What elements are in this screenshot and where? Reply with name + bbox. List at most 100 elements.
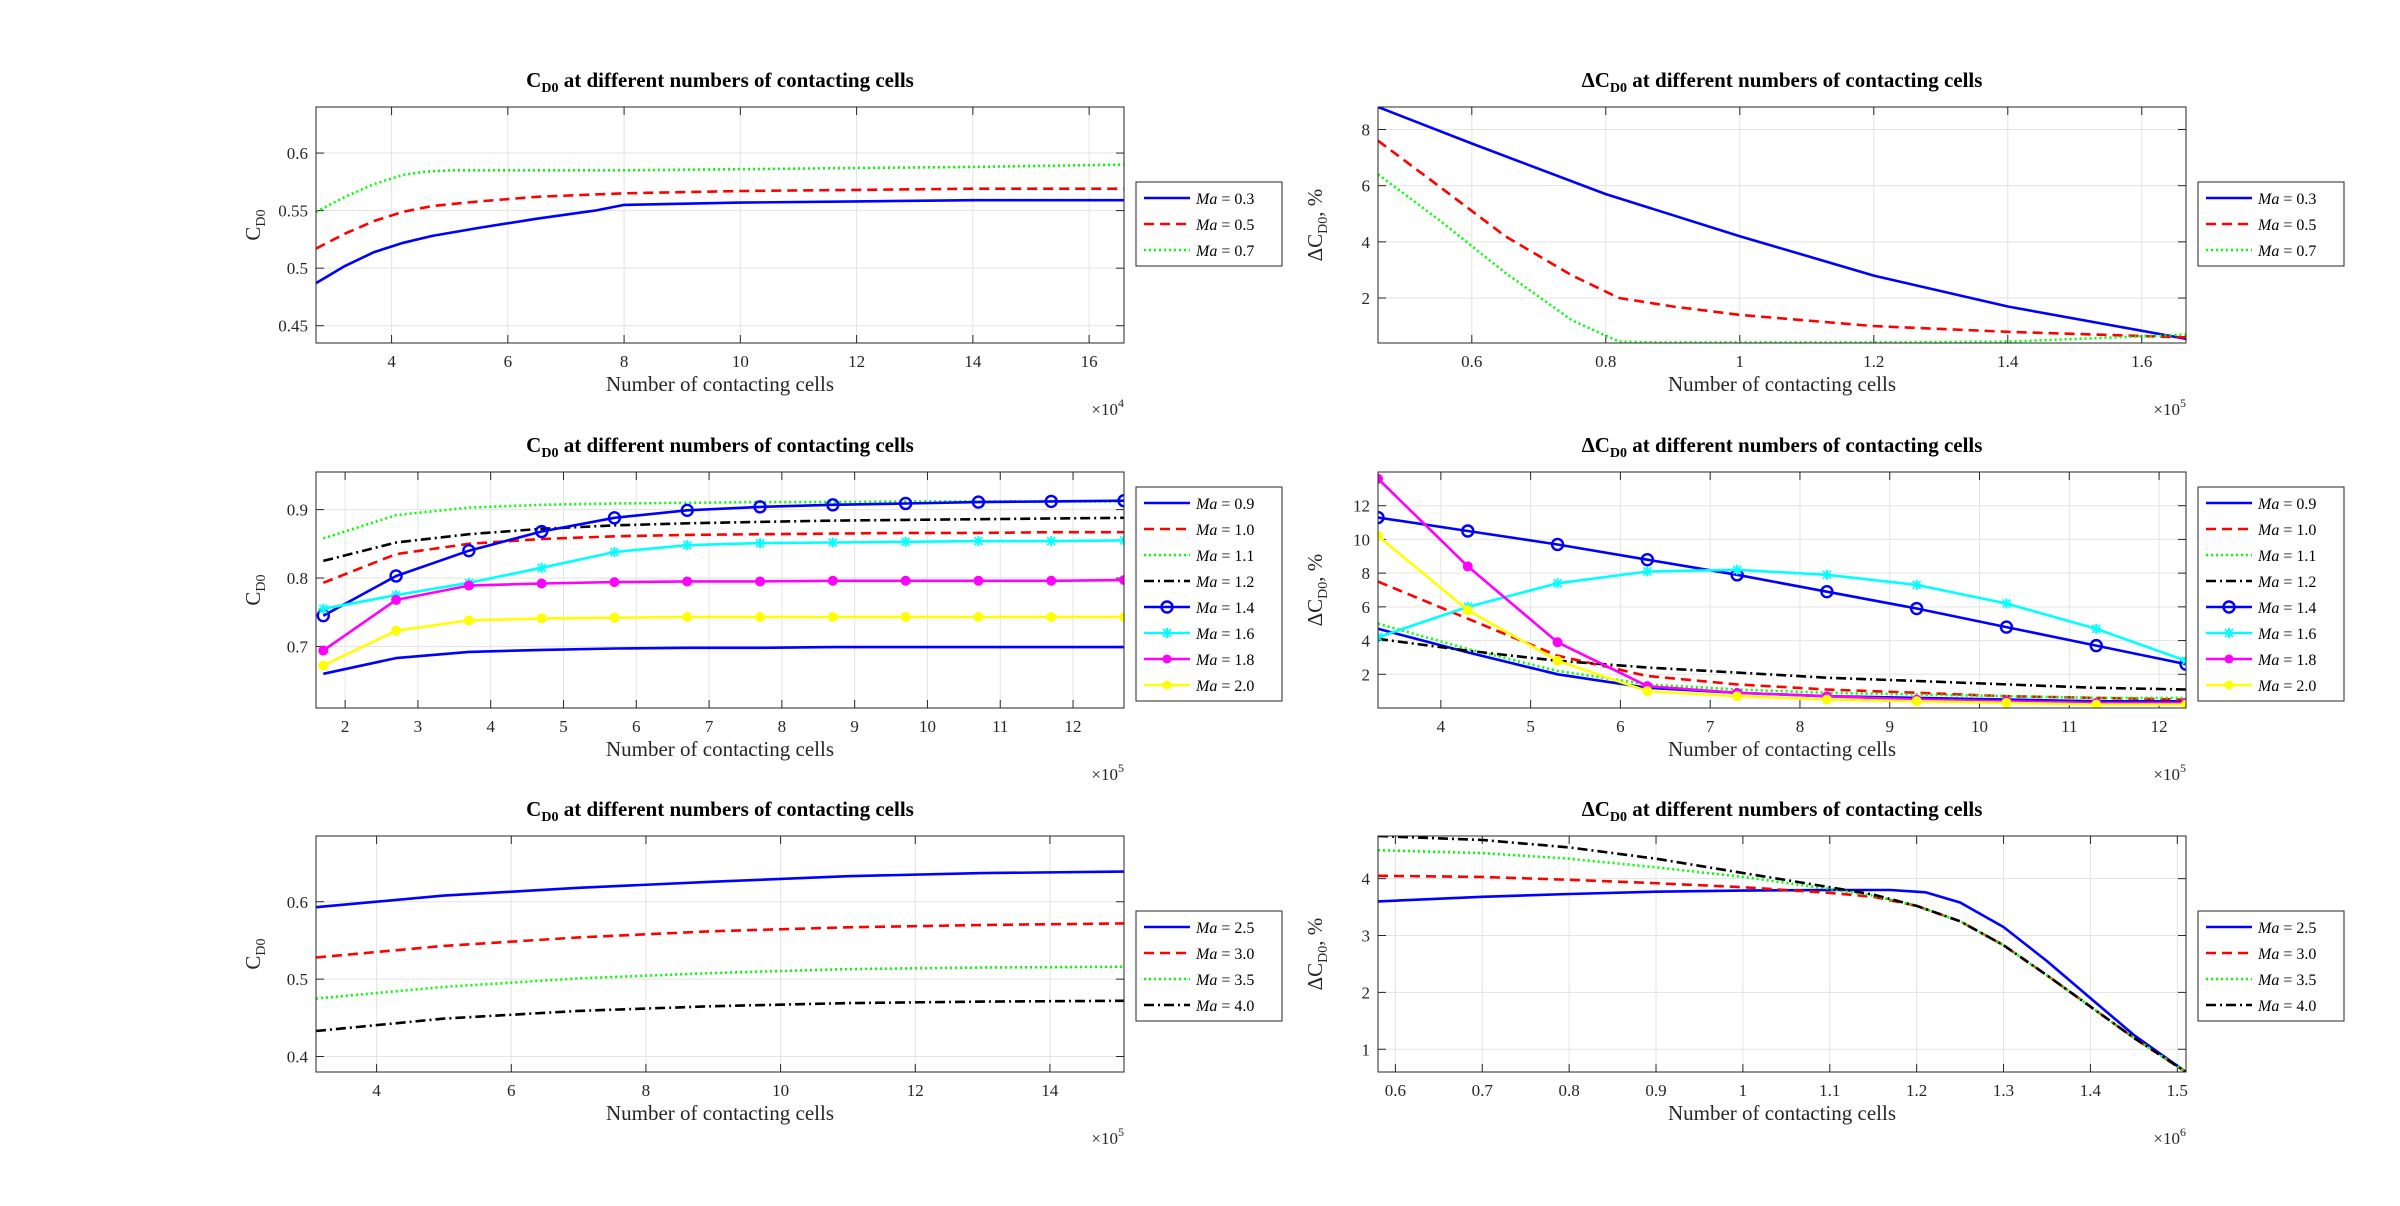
chart-panel-3: 2 3 4 5 6 7 8 9 10 11 12 0.7 0.8 0.9 CD0 at different … xyxy=(241,433,1283,784)
y-tick-label: 0.5 xyxy=(287,259,308,278)
x-tick-label: 9 xyxy=(1885,717,1894,736)
data-point xyxy=(1552,655,1563,666)
x-axis-multiplier: ×105 xyxy=(2153,761,2186,784)
data-point xyxy=(973,575,984,586)
x-axis-label: Number of contacting cells xyxy=(1668,737,1896,761)
legend-label: Ma = 4.0 xyxy=(1195,998,1254,1015)
data-point xyxy=(1462,605,1473,616)
data-point xyxy=(1046,612,1057,623)
legend-marker xyxy=(1160,600,1174,614)
legend-label: Ma = 2.5 xyxy=(2257,920,2316,937)
legend-label: Ma = 1.0 xyxy=(1195,522,1254,539)
legend-box xyxy=(2197,486,2345,702)
data-point xyxy=(609,547,620,558)
data-point xyxy=(827,537,838,548)
legend-label: Ma = 2.5 xyxy=(1195,920,1254,937)
series-line-7 xyxy=(322,578,1124,652)
data-point xyxy=(1462,561,1473,572)
chart-title: ΔCD0 at different numbers of contacting … xyxy=(1582,433,1983,461)
plot-area xyxy=(316,472,1124,708)
x-axis-multiplier: ×105 xyxy=(1091,1125,1124,1148)
data-point xyxy=(1732,564,1743,575)
axes-frame xyxy=(1377,835,2187,1073)
legend-label: Ma = 0.5 xyxy=(2257,217,2316,234)
legend: Ma = 0.9 Ma = 1.0 Ma = 1.1 Ma = 1.2 Ma = 1.4… xyxy=(1135,486,1283,702)
data-point xyxy=(463,615,474,626)
data-point xyxy=(682,540,693,551)
y-tick-label: 3 xyxy=(1362,927,1371,946)
data-point xyxy=(826,498,840,512)
axes-frame xyxy=(1377,106,2187,344)
series-line-1 xyxy=(1378,107,2186,341)
data-point xyxy=(900,612,911,623)
data-point xyxy=(1119,535,1124,546)
data-point xyxy=(1552,578,1563,589)
series-line-2 xyxy=(316,922,1124,959)
data-point xyxy=(391,594,402,605)
data-point xyxy=(1820,584,1834,599)
legend-label: Ma = 1.1 xyxy=(1195,548,1254,565)
legend-marker xyxy=(2224,628,2234,638)
y-axis-label: CD0 xyxy=(241,574,269,605)
data-point xyxy=(973,536,984,547)
legend-label: Ma = 3.5 xyxy=(1195,972,1254,989)
legend-marker xyxy=(1162,680,1172,690)
series-line-6 xyxy=(1378,568,2186,663)
x-axis-multiplier: ×106 xyxy=(2153,1125,2186,1148)
legend: Ma = 2.5 Ma = 3.0 Ma = 3.5 Ma = 4.0 xyxy=(2197,910,2345,1022)
legend-box xyxy=(1135,486,1283,702)
x-tick-label: 10 xyxy=(772,1081,789,1100)
x-tick-label: 1 xyxy=(1739,1081,1748,1100)
data-point xyxy=(1999,620,2014,634)
legend-label: Ma = 1.2 xyxy=(1195,574,1254,591)
data-point xyxy=(318,660,329,671)
plot-area xyxy=(1378,472,2186,708)
series-line-4 xyxy=(1378,836,2186,1072)
plot-area xyxy=(1378,836,2186,1072)
data-point xyxy=(827,612,838,623)
y-tick-label: 10 xyxy=(1353,530,1370,549)
legend-label: Ma = 0.3 xyxy=(1195,191,1254,208)
legend-label: Ma = 1.1 xyxy=(2257,548,2316,565)
x-tick-label: 0.6 xyxy=(1385,1081,1406,1100)
legend-label: Ma = 0.9 xyxy=(1195,496,1254,513)
data-point xyxy=(1821,569,1832,580)
data-point xyxy=(534,524,549,539)
legend: Ma = 0.3 Ma = 0.5 Ma = 0.7 xyxy=(2197,181,2345,267)
chart-panel-5: 4 6 8 10 12 14 0.4 0.5 0.6 CD0 at different numbe… xyxy=(241,797,1283,1148)
x-tick-label: 0.6 xyxy=(1461,352,1482,371)
legend-marker xyxy=(1162,654,1172,664)
chart-title: ΔCD0 at different numbers of contacting … xyxy=(1582,68,1983,96)
data-point xyxy=(1378,510,1385,525)
y-tick-label: 2 xyxy=(1362,665,1371,684)
data-point xyxy=(2001,697,2012,708)
data-point xyxy=(973,612,984,623)
x-tick-label: 11 xyxy=(2061,717,2077,736)
x-tick-label: 4 xyxy=(486,717,495,736)
legend-box xyxy=(1135,910,1283,1022)
data-point xyxy=(462,543,476,558)
series-line-2 xyxy=(1378,139,2186,339)
series-line-4 xyxy=(316,999,1124,1033)
x-tick-label: 8 xyxy=(1796,717,1805,736)
data-point xyxy=(536,562,547,573)
x-tick-label: 1.4 xyxy=(1997,352,2019,371)
series-line-3 xyxy=(1378,622,2186,700)
legend-label: Ma = 0.7 xyxy=(1195,243,1254,260)
series-line-2 xyxy=(316,187,1124,250)
axes-frame xyxy=(315,471,1125,709)
chart-panel-1: 4 6 8 10 12 14 16 0.45 0.5 0.55 0.6 CD0 at differen… xyxy=(241,68,1283,419)
y-tick-label: 4 xyxy=(1362,233,1371,252)
data-point xyxy=(1378,632,1383,643)
x-tick-label: 11 xyxy=(992,717,1008,736)
x-tick-label: 0.9 xyxy=(1645,1081,1666,1100)
data-point xyxy=(1117,494,1124,508)
x-tick-label: 14 xyxy=(964,352,982,371)
x-tick-label: 10 xyxy=(1971,717,1988,736)
data-point xyxy=(1640,552,1655,567)
x-tick-label: 1.1 xyxy=(1819,1081,1840,1100)
x-axis-label: Number of contacting cells xyxy=(1668,372,1896,396)
data-point xyxy=(755,538,766,549)
legend-label: Ma = 1.2 xyxy=(2257,574,2316,591)
data-point xyxy=(898,496,913,511)
